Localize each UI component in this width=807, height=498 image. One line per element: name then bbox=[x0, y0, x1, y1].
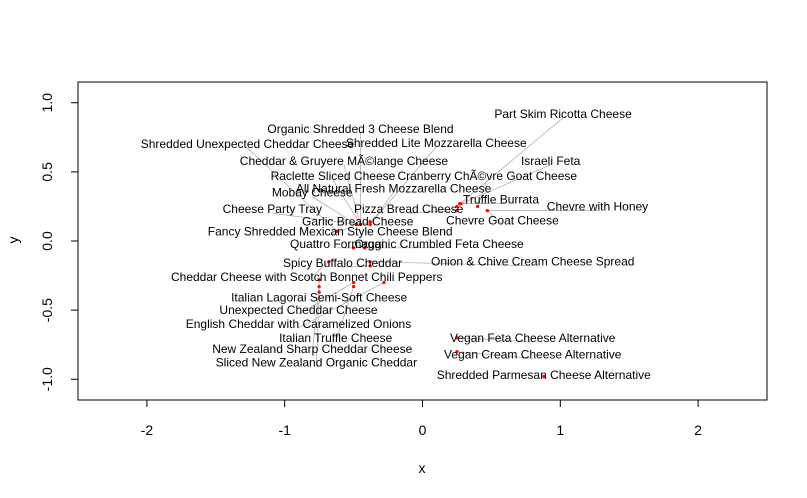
x-axis: -2 -1 0 1 2 bbox=[141, 399, 702, 438]
point-label: Spicy Buffalo Cheddar bbox=[283, 256, 402, 270]
x-tick-label: -1 bbox=[278, 422, 291, 438]
data-point bbox=[354, 222, 358, 227]
data-point bbox=[455, 204, 459, 209]
y-tick-label: 1.0 bbox=[39, 93, 55, 113]
leader-lines bbox=[247, 117, 598, 380]
leader-line bbox=[272, 212, 357, 225]
data-point bbox=[358, 222, 363, 227]
leader-line bbox=[369, 146, 437, 225]
point-label: Garlic Bread Cheese bbox=[302, 215, 414, 229]
x-tick-label: 0 bbox=[419, 422, 427, 438]
point-label: Italian Truffle Cheese bbox=[279, 331, 393, 345]
point-label: Vegan Feta Cheese Alternative bbox=[450, 331, 616, 345]
leader-line bbox=[343, 164, 361, 225]
data-point bbox=[317, 278, 321, 282]
point-label: Cheddar Cheese with Scotch Bonnet Chili … bbox=[171, 270, 443, 284]
y-tick-label: 0.0 bbox=[39, 231, 55, 251]
point-label: Unexpected Cheddar Cheese bbox=[219, 303, 377, 317]
leader-line bbox=[298, 282, 354, 315]
data-point bbox=[335, 229, 339, 233]
leader-line bbox=[456, 117, 564, 207]
point-label: Sliced New Zealand Organic Cheddar bbox=[216, 356, 417, 370]
point-label: Cheddar & Gruyere MÃ©lange Cheese bbox=[240, 154, 449, 168]
leader-line bbox=[456, 351, 533, 359]
point-label: Fancy Shredded Mexican Style Cheese Blen… bbox=[208, 224, 453, 238]
point-label: Organic Shredded 3 Cheese Blend bbox=[267, 122, 453, 136]
leader-line bbox=[456, 337, 533, 343]
point-label: All Natural Fresh Mozzarella Cheese bbox=[296, 181, 492, 195]
data-point bbox=[368, 222, 372, 227]
data-point bbox=[382, 280, 386, 285]
point-label: Pizza Bread Cheese bbox=[354, 202, 464, 216]
data-point bbox=[327, 260, 331, 264]
point-label: Shredded Unexpected Cheddar Cheese bbox=[141, 137, 355, 151]
data-point bbox=[476, 204, 480, 209]
x-tick-label: 2 bbox=[694, 422, 702, 438]
y-axis: -1.0 -0.5 0.0 0.5 1.0 bbox=[39, 93, 79, 391]
leader-line bbox=[330, 224, 357, 236]
leader-line bbox=[315, 292, 320, 367]
point-label: Cranberry ChÃ©vre Goat Cheese bbox=[397, 169, 577, 183]
leader-line bbox=[477, 179, 488, 207]
point-label: Italian Lagorai Semi-Soft Cheese bbox=[231, 291, 407, 305]
leader-line bbox=[312, 196, 357, 225]
y-tick-label: -0.5 bbox=[39, 298, 55, 322]
data-point bbox=[352, 246, 356, 250]
point-label: Quattro Formaggi bbox=[290, 237, 384, 251]
leader-line bbox=[342, 265, 371, 268]
point-labels: Part Skim Ricotta Cheese Organic Shredded… bbox=[141, 107, 651, 382]
data-point bbox=[455, 350, 459, 354]
leader-line bbox=[486, 210, 503, 225]
point-label: Mobay Cheese bbox=[272, 186, 353, 200]
point-label: New Zealand Sharp Cheddar Cheese bbox=[212, 342, 412, 356]
point-label: Chevre Goat Cheese bbox=[446, 213, 559, 227]
point-label: Part Skim Ricotta Cheese bbox=[494, 107, 632, 121]
point-label: Truffle Burrata bbox=[463, 193, 539, 207]
point-label: Cheese Party Tray bbox=[223, 202, 322, 216]
x-tick-label: 1 bbox=[556, 422, 564, 438]
point-label: Raclette Sliced Cheese bbox=[271, 169, 396, 183]
x-tick-label: -2 bbox=[141, 422, 154, 438]
data-point bbox=[317, 285, 321, 289]
point-label: Onion & Chive Cream Cheese Spread bbox=[431, 255, 634, 269]
data-point bbox=[352, 280, 356, 285]
point-label: Israeli Feta bbox=[521, 154, 581, 168]
point-label: English Cheddar with Caramelized Onions bbox=[186, 317, 411, 331]
data-point bbox=[542, 374, 546, 379]
data-point bbox=[352, 285, 356, 289]
data-points bbox=[317, 202, 546, 379]
y-tick-label: -1.0 bbox=[39, 367, 55, 391]
y-axis-title: y bbox=[5, 237, 21, 244]
leader-line bbox=[332, 179, 361, 225]
data-point bbox=[368, 220, 372, 224]
leader-line bbox=[408, 210, 457, 214]
leader-line bbox=[311, 286, 320, 353]
point-label: Shredded Lite Mozzarella Cheese bbox=[346, 136, 527, 150]
data-point bbox=[455, 336, 459, 340]
point-label: Organic Crumbled Feta Cheese bbox=[354, 237, 524, 251]
data-point bbox=[368, 260, 372, 264]
data-point bbox=[363, 246, 367, 250]
leader-line bbox=[247, 147, 338, 232]
x-axis-title: x bbox=[419, 460, 426, 476]
data-point bbox=[455, 208, 459, 213]
leader-line bbox=[369, 192, 394, 225]
y-tick-label: 0.5 bbox=[39, 162, 55, 182]
data-point bbox=[317, 290, 321, 294]
data-point bbox=[458, 202, 462, 206]
point-label: Vegan Cream Cheese Alternative bbox=[444, 347, 622, 361]
leader-line bbox=[370, 261, 533, 267]
data-point bbox=[368, 264, 372, 268]
leader-line bbox=[460, 164, 551, 205]
leader-line bbox=[306, 261, 330, 282]
point-label: Shredded Parmesan Cheese Alternative bbox=[437, 368, 651, 382]
leader-line bbox=[298, 282, 385, 329]
data-point bbox=[485, 208, 489, 213]
point-label: Chevre with Honey bbox=[547, 199, 648, 213]
leader-line bbox=[335, 286, 354, 342]
